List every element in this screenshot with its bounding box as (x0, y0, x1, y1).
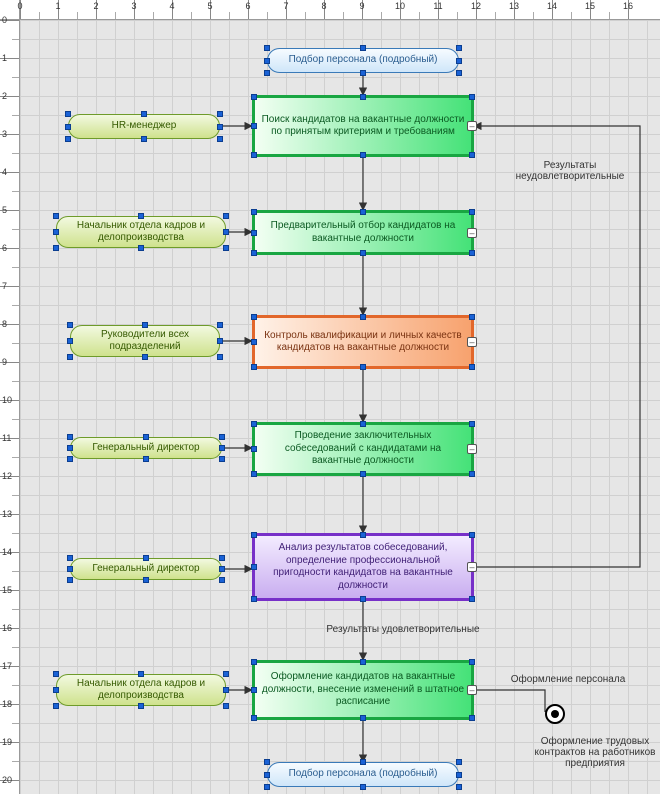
ruler-horizontal: 012345678910111213141516 (20, 0, 660, 20)
node-label: HR-менеджер (75, 120, 213, 133)
node-a4[interactable]: Генеральный директор (70, 437, 222, 459)
node-start[interactable]: Подбор персонала (подробный) (267, 48, 459, 73)
grid-area[interactable]: Подбор персонала (подробный) Подбор персо… (20, 20, 660, 794)
diagram-canvas: 012345678910111213141516 012345678910111… (0, 0, 660, 794)
node-p2[interactable]: Предварительный отбор кандидатов на вака… (252, 210, 474, 255)
node-a2[interactable]: Начальник отдела кадров и делопроизводст… (56, 216, 226, 248)
node-a6[interactable]: Начальник отдела кадров и делопроизводст… (56, 674, 226, 706)
node-a3[interactable]: Руководители всех подразделений (70, 325, 220, 357)
node-p3[interactable]: Контроль квалификации и личных качеств к… (252, 315, 474, 369)
edge-label-pos: Результаты удовлетворительные (303, 624, 503, 635)
node-label: Поиск кандидатов на вакантные должности … (261, 114, 465, 139)
terminal-event-icon[interactable] (545, 704, 565, 724)
ruler-vertical: 01234567891011121314151617181920 (0, 20, 20, 794)
node-p6[interactable]: Оформление кандидатов на вакантные должн… (252, 660, 474, 720)
node-label: Предварительный отбор кандидатов на вака… (261, 220, 465, 245)
node-label: Контроль квалификации и личных качеств к… (261, 330, 465, 355)
node-label: Начальник отдела кадров и делопроизводст… (63, 678, 219, 703)
node-label: Подбор персонала (подробный) (274, 54, 452, 67)
node-p4[interactable]: Проведение заключительных собеседований … (252, 422, 474, 476)
edge-label-form_sub: Оформление трудовых контрактов на работн… (520, 736, 660, 769)
node-label: Генеральный директор (77, 563, 215, 576)
node-p1[interactable]: Поиск кандидатов на вакантные должности … (252, 95, 474, 157)
node-label: Руководители всех подразделений (77, 329, 213, 354)
node-p5[interactable]: Анализ результатов собеседований, опреде… (252, 533, 474, 601)
node-a5[interactable]: Генеральный директор (70, 558, 222, 580)
node-label: Генеральный директор (77, 442, 215, 455)
node-label: Анализ результатов собеседований, опреде… (261, 542, 465, 592)
edge-label-neg: Результаты неудовлетворительные (490, 160, 650, 182)
edge-label-form_lbl: Оформление персонала (498, 674, 638, 685)
node-label: Подбор персонала (подробный) (274, 768, 452, 781)
node-label: Начальник отдела кадров и делопроизводст… (63, 220, 219, 245)
node-end[interactable]: Подбор персонала (подробный) (267, 762, 459, 787)
node-label: Оформление кандидатов на вакантные должн… (261, 671, 465, 709)
node-a1[interactable]: HR-менеджер (68, 114, 220, 139)
node-label: Проведение заключительных собеседований … (261, 430, 465, 468)
